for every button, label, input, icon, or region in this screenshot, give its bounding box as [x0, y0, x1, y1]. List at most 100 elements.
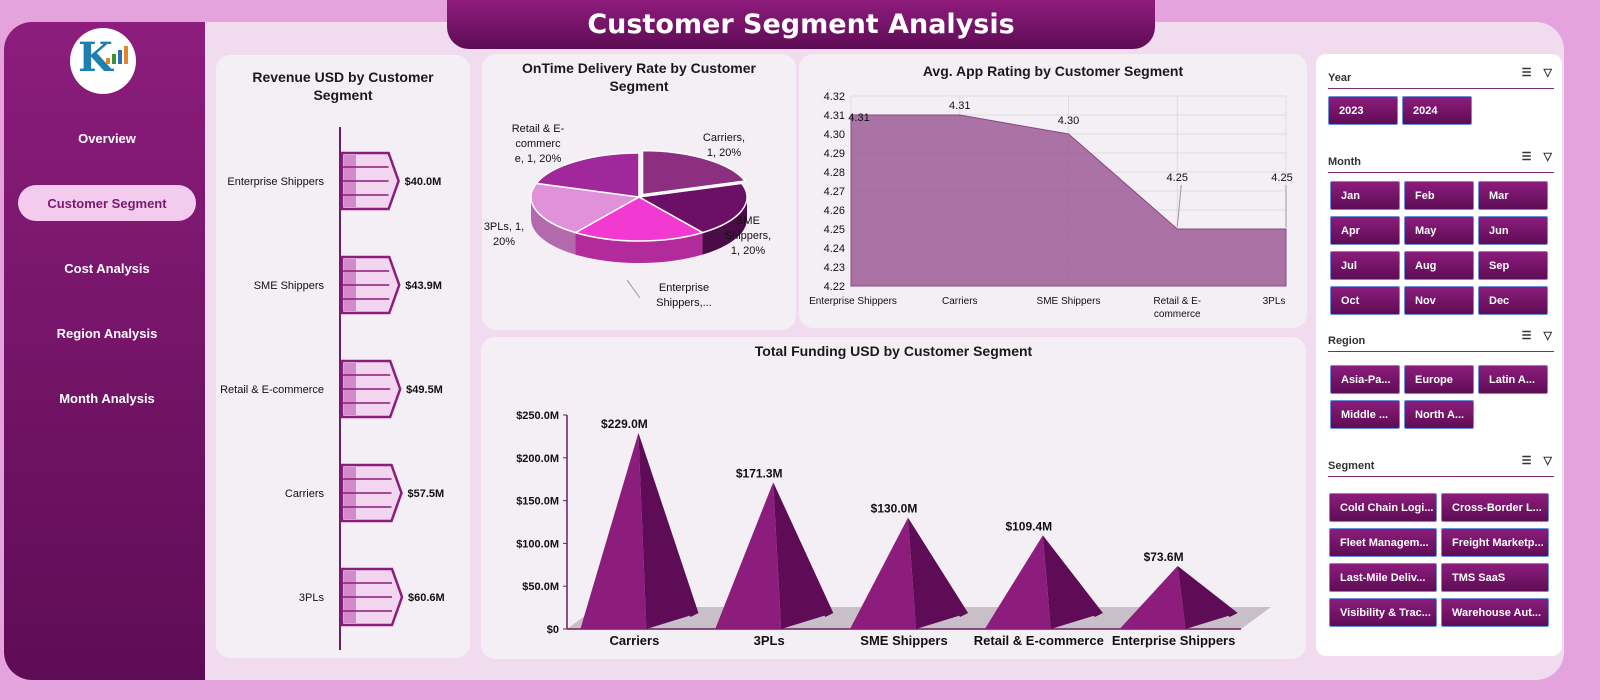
- region-option[interactable]: Europe: [1404, 365, 1474, 394]
- funding-pyramid-face: [850, 517, 916, 629]
- year-option[interactable]: 2024: [1402, 96, 1472, 125]
- revenue-data-label: $43.9M: [405, 280, 442, 292]
- pie-data-label: Shippers,: [725, 230, 771, 242]
- pie-slice: [636, 182, 748, 234]
- revenue-card: Revenue USD by Customer Segment Enterpri…: [216, 55, 470, 658]
- month-slicer-header: Month ☰ ▽: [1328, 151, 1554, 173]
- month-option[interactable]: Mar: [1478, 181, 1548, 210]
- month-option[interactable]: Dec: [1478, 286, 1548, 315]
- year-slicer-label: Year: [1328, 72, 1352, 84]
- sidebar: K Overview Customer Segment Cost Analysi…: [4, 22, 205, 680]
- funding-chart: $0 $50.0M $100.0M $150.0M $200.0M $250.0M $229…: [516, 410, 1271, 648]
- month-option[interactable]: Nov: [1404, 286, 1474, 315]
- month-option[interactable]: Jun: [1478, 216, 1548, 245]
- month-option[interactable]: Aug: [1404, 251, 1474, 280]
- funding-pyramid-side: [1042, 535, 1103, 629]
- multi-select-icon[interactable]: ☰: [1521, 330, 1532, 342]
- nav-region-analysis[interactable]: Region Analysis: [56, 325, 158, 341]
- month-slicer-label: Month: [1328, 156, 1361, 168]
- ontime-chart-title: OnTime Delivery Rate by Customer Segment: [522, 60, 756, 94]
- rating-ytick-label: 4.22: [824, 281, 845, 293]
- pie-data-label: 20%: [493, 236, 515, 248]
- region-slicer-label: Region: [1328, 335, 1366, 347]
- funding-pyramid-face: [580, 432, 647, 629]
- nav-overview[interactable]: Overview: [78, 130, 136, 146]
- month-option[interactable]: Jan: [1330, 181, 1400, 210]
- pie-slice: [534, 152, 640, 198]
- clear-filter-icon[interactable]: ▽: [1543, 151, 1552, 163]
- revenue-data-label: $60.6M: [408, 592, 445, 604]
- rating-area: [850, 114, 1287, 287]
- region-option[interactable]: Asia-Pa...: [1330, 365, 1400, 394]
- pie-slice-side: [531, 197, 576, 255]
- multi-select-icon[interactable]: ☰: [1521, 151, 1532, 163]
- month-option[interactable]: May: [1404, 216, 1474, 245]
- month-option[interactable]: Oct: [1330, 286, 1400, 315]
- pie-slice-side: [575, 232, 703, 263]
- clear-filter-icon[interactable]: ▽: [1543, 330, 1552, 342]
- rating-xtick-label: SME Shippers: [1037, 296, 1101, 307]
- funding-data-label: $229.0M: [601, 417, 648, 431]
- company-logo: K: [70, 28, 136, 94]
- ontime-card: OnTime Delivery Rate by Customer Segment…: [482, 54, 796, 330]
- multi-select-icon[interactable]: ☰: [1521, 455, 1532, 467]
- funding-ytick-label: $150.0M: [516, 496, 559, 508]
- revenue-chart: Enterprise Shippers $40.0M SME Shippers $43…: [220, 127, 445, 650]
- funding-pyramid-side: [1177, 565, 1238, 629]
- month-option[interactable]: Sep: [1478, 251, 1548, 280]
- month-option[interactable]: Jul: [1330, 251, 1400, 280]
- funding-data-label: $171.3M: [736, 466, 783, 480]
- revenue-category-label: 3PLs: [299, 592, 325, 604]
- funding-xtick-label: Carriers: [609, 633, 659, 648]
- funding-ytick-label: $200.0M: [516, 453, 559, 465]
- segment-slicer-header: Segment ☰ ▽: [1328, 455, 1554, 477]
- nav-cost-analysis[interactable]: Cost Analysis: [64, 260, 150, 276]
- funding-xtick-label: SME Shippers: [860, 633, 947, 648]
- segment-option[interactable]: Fleet Managem...: [1329, 528, 1437, 557]
- clear-filter-icon[interactable]: ▽: [1543, 455, 1552, 467]
- funding-data-label: $73.6M: [1144, 550, 1184, 564]
- pie-data-label: Retail & E-: [512, 123, 565, 135]
- year-option[interactable]: 2023: [1328, 96, 1398, 125]
- region-option[interactable]: Middle ...: [1330, 400, 1400, 429]
- segment-option[interactable]: Last-Mile Deliv...: [1329, 563, 1437, 592]
- funding-xtick-label: 3PLs: [754, 633, 785, 648]
- pie-data-label: SME: [736, 215, 760, 227]
- segment-option[interactable]: Freight Marketp...: [1441, 528, 1549, 557]
- pie-data-label: 3PLs, 1,: [484, 221, 524, 233]
- revenue-category-label: Retail & E-commerce: [220, 384, 324, 396]
- rating-xtick-label: Retail & E-: [1153, 296, 1201, 307]
- rating-ytick-label: 4.30: [824, 129, 845, 141]
- revenue-category-label: SME Shippers: [254, 280, 325, 292]
- nav-month-analysis[interactable]: Month Analysis: [59, 390, 155, 406]
- segment-option[interactable]: TMS SaaS: [1441, 563, 1549, 592]
- funding-pyramid-side: [908, 517, 968, 629]
- rating-xtick-label: Carriers: [942, 296, 978, 307]
- pie-data-label: Shippers,...: [656, 297, 712, 309]
- rating-ytick-label: 4.29: [824, 148, 845, 160]
- segment-option[interactable]: Visibility & Trac...: [1329, 598, 1437, 627]
- segment-option[interactable]: Cold Chain Logi...: [1329, 493, 1437, 522]
- nav-customer-segment[interactable]: Customer Segment: [18, 185, 196, 221]
- revenue-data-label: $57.5M: [407, 488, 444, 500]
- funding-ytick-label: $100.0M: [516, 538, 559, 550]
- pie-data-label: Carriers,: [703, 132, 745, 144]
- region-option[interactable]: Latin A...: [1478, 365, 1548, 394]
- rating-chart: 4.224.234.244.254.264.274.284.294.304.31…: [809, 91, 1293, 320]
- clear-filter-icon[interactable]: ▽: [1543, 67, 1552, 79]
- month-option[interactable]: Apr: [1330, 216, 1400, 245]
- segment-slicer-label: Segment: [1328, 460, 1375, 472]
- funding-chart-title: Total Funding USD by Customer Segment: [754, 343, 1033, 359]
- funding-pyramid-side: [638, 432, 699, 629]
- rating-data-label: 4.25: [1271, 172, 1292, 184]
- pie-slice-side: [702, 197, 747, 255]
- region-option[interactable]: North A...: [1404, 400, 1474, 429]
- segment-option[interactable]: Cross-Border L...: [1441, 493, 1549, 522]
- pie-data-label: Enterprise: [659, 282, 709, 294]
- funding-pyramid-side: [773, 482, 834, 629]
- month-option[interactable]: Feb: [1404, 181, 1474, 210]
- revenue-chart-title: Revenue USD by Customer Segment: [252, 69, 434, 103]
- segment-option[interactable]: Warehouse Aut...: [1441, 598, 1549, 627]
- rating-data-label: 4.30: [1058, 115, 1079, 127]
- multi-select-icon[interactable]: ☰: [1521, 67, 1532, 79]
